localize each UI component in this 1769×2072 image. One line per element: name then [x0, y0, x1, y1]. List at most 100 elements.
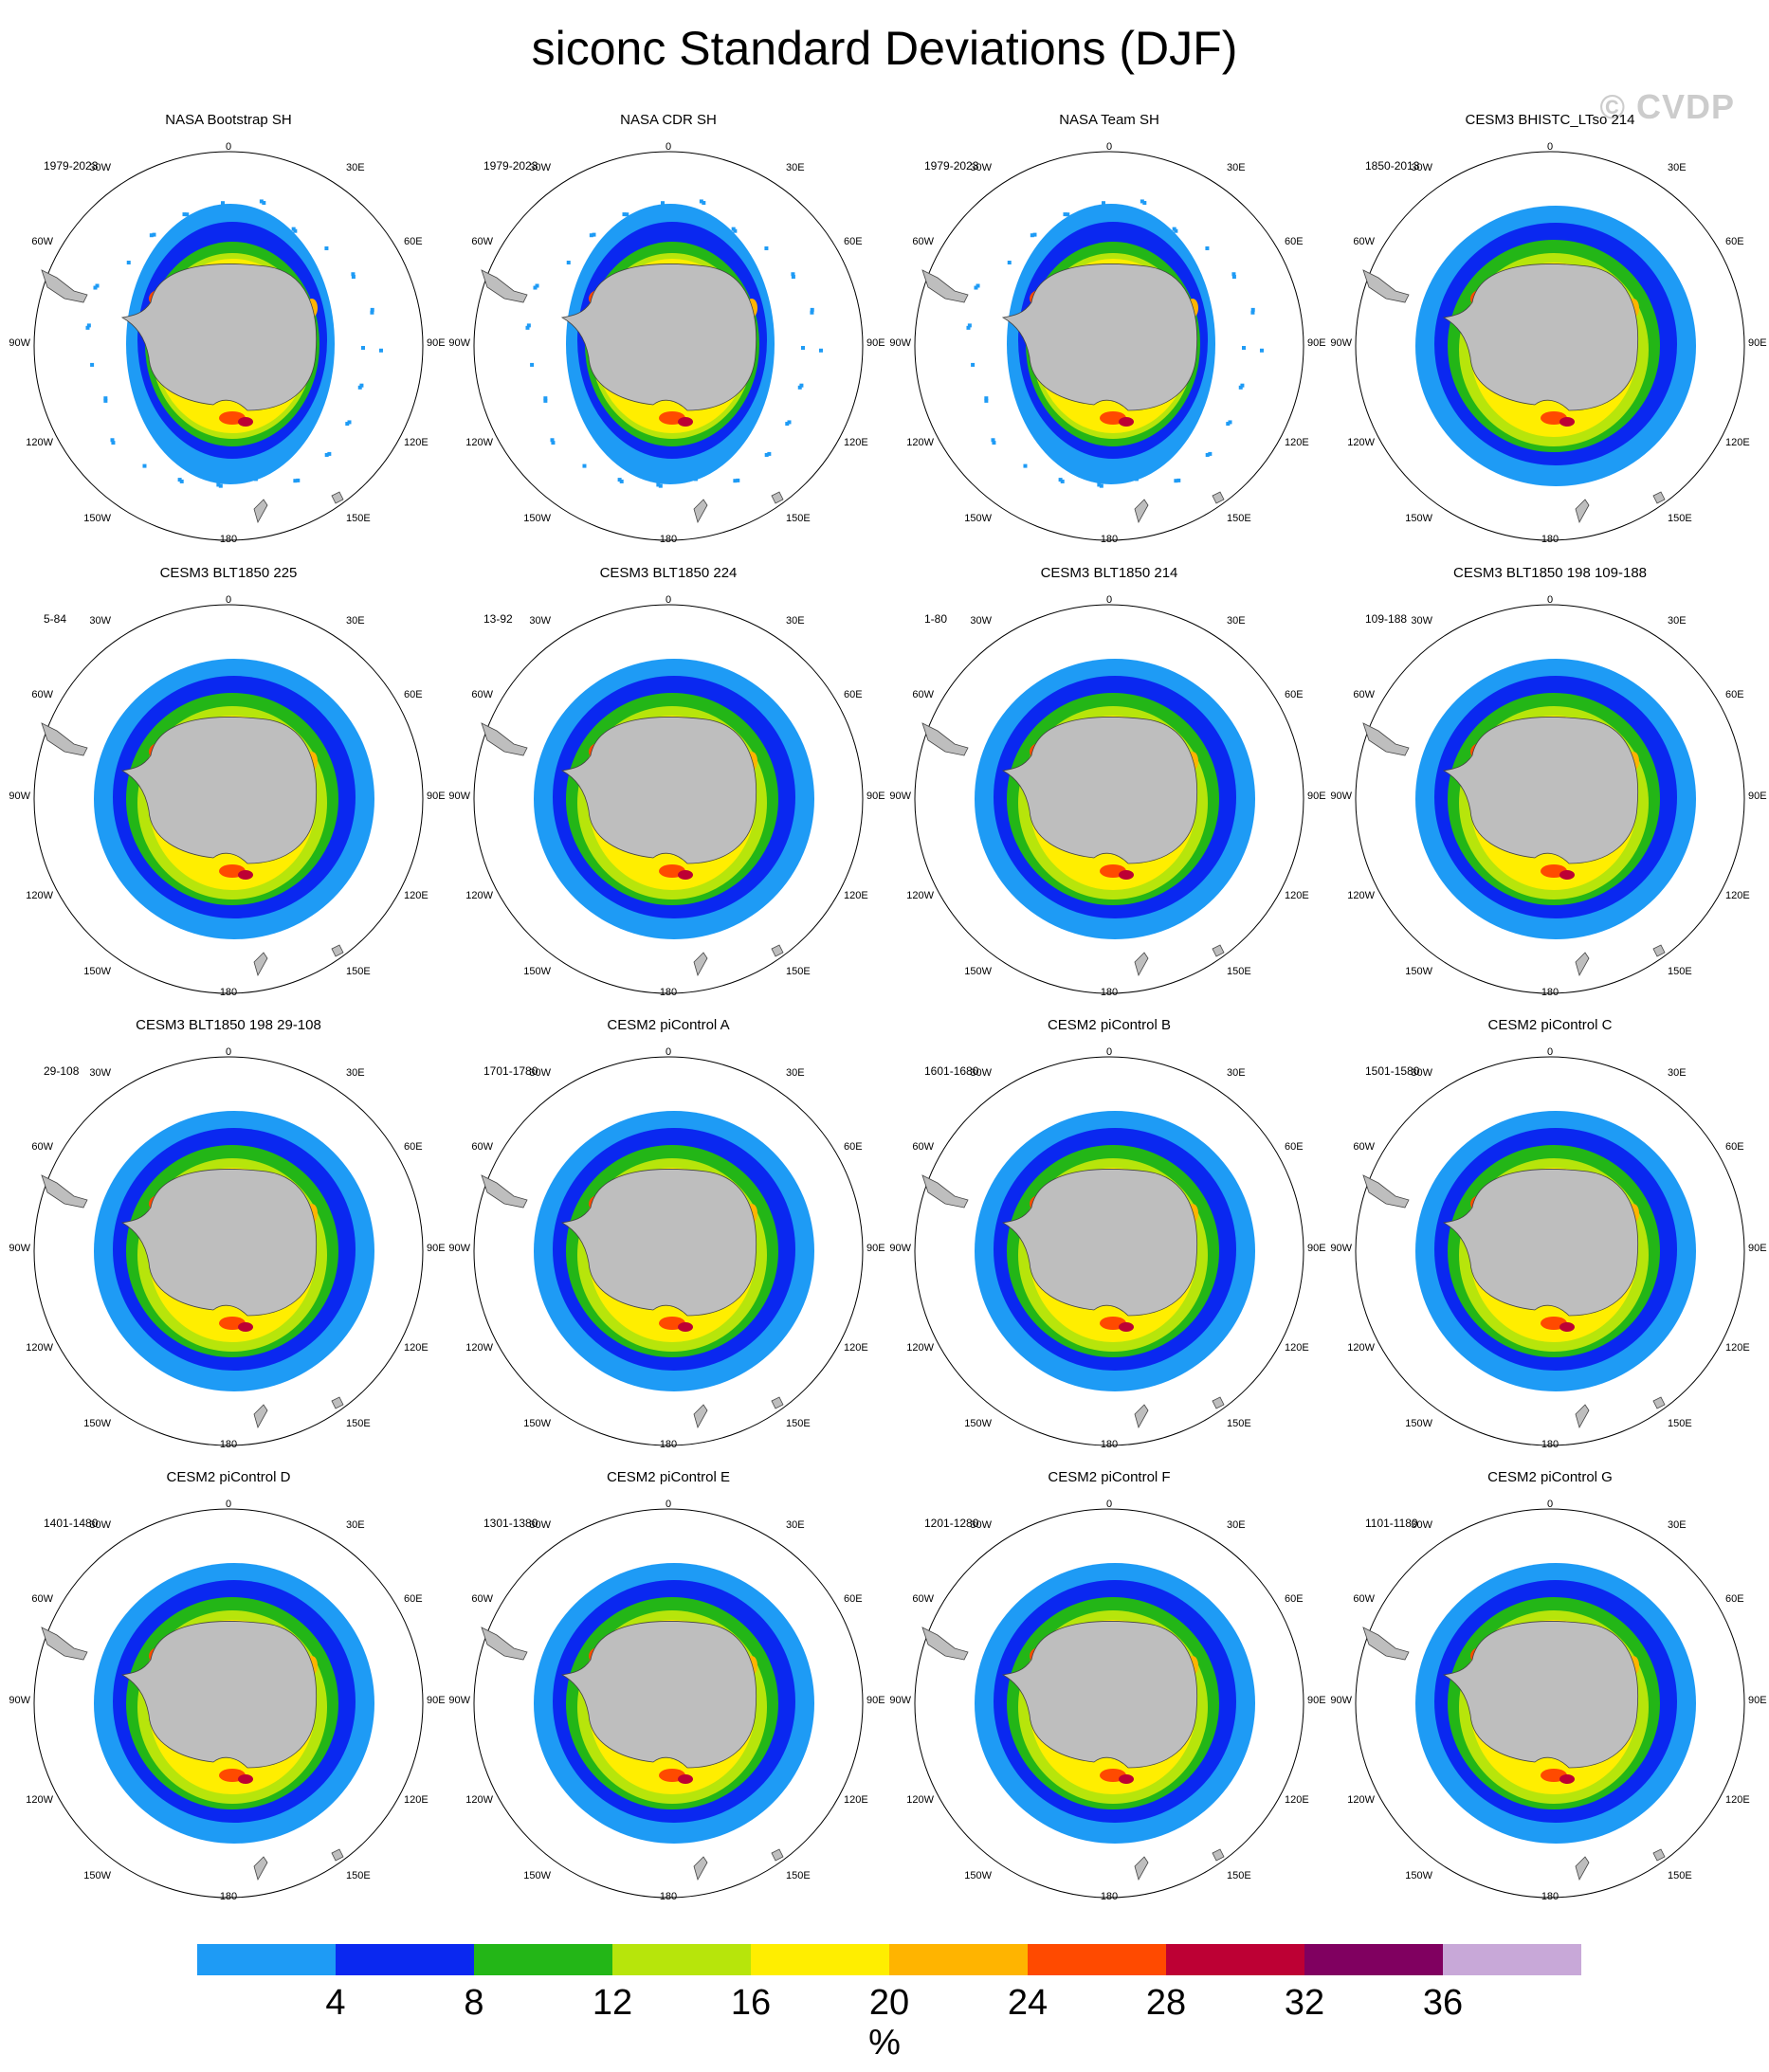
panel-title: NASA CDR SH: [620, 112, 717, 128]
longitude-label: 150E: [346, 966, 371, 977]
antarctica-landmass: [560, 1169, 757, 1317]
ice-speckle: [291, 227, 296, 231]
ice-speckle: [1205, 245, 1210, 250]
high-variability-spot: [678, 1322, 693, 1332]
longitude-label: 60W: [1353, 1593, 1375, 1605]
longitude-label: 150E: [346, 513, 371, 524]
longitude-label: 90E: [1307, 337, 1326, 349]
tasmania-landmass: [1652, 1396, 1666, 1409]
panel-period: 1979-2023: [483, 159, 538, 173]
longitude-label: 90E: [1307, 791, 1326, 802]
panel-period: 1301-1380: [483, 1517, 538, 1530]
map-panel: CESM2 piControl D 1401-1480 0 180 30E 30W 60E 6…: [8, 1469, 449, 1922]
new-zealand-landmass: [1575, 1404, 1590, 1429]
polar-map: 0 180 30E 30W 60E 60W 90E 90W 120E 120W 150E 150W: [1330, 594, 1766, 998]
ice-speckle: [693, 477, 698, 482]
longitude-label: 90W: [889, 337, 911, 349]
longitude-label: 90E: [427, 337, 446, 349]
longitude-label: 90W: [448, 791, 470, 802]
ice-speckle: [110, 438, 115, 443]
ice-speckle: [93, 285, 98, 290]
ice-speckle: [733, 479, 738, 483]
colorbar-segment: [751, 1944, 889, 1975]
polar-map: 0 180 30E 30W 60E 60W 90E 90W 120E 120W 150E 150W: [9, 1046, 446, 1450]
longitude-label: 30E: [1668, 162, 1687, 173]
ice-speckle: [1134, 477, 1139, 482]
ice-speckle: [619, 479, 624, 483]
ice-speckle: [966, 325, 971, 330]
longitude-label: 30W: [89, 1519, 111, 1531]
longitude-label: 90E: [1748, 1243, 1767, 1254]
longitude-label: 120W: [1347, 1794, 1375, 1806]
longitude-label: 120E: [844, 1342, 868, 1354]
tasmania-landmass: [1652, 491, 1666, 504]
ice-speckle: [182, 212, 187, 217]
south-america-landmass: [1362, 1174, 1410, 1209]
ice-speckle: [543, 396, 548, 401]
longitude-label: 60E: [404, 1141, 423, 1153]
longitude-label: 60W: [1353, 689, 1375, 700]
polar-map: 0 180 30E 30W 60E 60W 90E 90W 120E 120W 150E 150W: [448, 141, 884, 545]
longitude-label: 150E: [786, 513, 811, 524]
longitude-label: 30W: [529, 615, 551, 627]
longitude-label: 90W: [1330, 1695, 1352, 1706]
high-variability-spot: [238, 1322, 253, 1332]
new-zealand-landmass: [693, 1404, 708, 1429]
longitude-label: 0: [1106, 141, 1112, 153]
colorbar-segment: [1028, 1944, 1166, 1975]
ice-speckle: [625, 212, 629, 217]
longitude-label: 30E: [1668, 1519, 1687, 1531]
longitude-label: 120W: [1347, 890, 1375, 901]
longitude-label: 180: [660, 534, 677, 545]
ice-speckle: [658, 483, 663, 488]
ice-speckle: [992, 441, 996, 445]
ice-speckle: [971, 362, 976, 367]
new-zealand-landmass: [253, 1856, 268, 1881]
panel-period: 1501-1580: [1365, 1064, 1420, 1078]
ice-speckle: [1063, 212, 1067, 217]
ice-speckle: [731, 227, 736, 231]
map-panel: CESM3 BHISTC_LTso 214 1850-2013 0 180 30E 30W…: [1329, 112, 1769, 565]
longitude-label: 90E: [866, 1695, 885, 1706]
longitude-label: 30W: [89, 1067, 111, 1079]
ice-speckle: [535, 283, 539, 288]
longitude-label: 180: [1541, 987, 1559, 998]
colorbar-segment: [889, 1944, 1028, 1975]
tasmania-landmass: [1652, 1848, 1666, 1862]
ice-speckle: [1208, 451, 1213, 456]
south-america-landmass: [1362, 722, 1410, 756]
longitude-label: 30E: [1227, 615, 1246, 627]
longitude-label: 30W: [1411, 1519, 1432, 1531]
ice-speckle: [218, 483, 223, 488]
longitude-label: 90W: [448, 1695, 470, 1706]
longitude-label: 60E: [1285, 236, 1304, 247]
longitude-label: 120W: [906, 1342, 934, 1354]
longitude-label: 180: [660, 1439, 677, 1450]
south-america-landmass: [481, 269, 528, 303]
polar-map: 0 180 30E 30W 60E 60W 90E 90W 120E 120W 150E 150W: [9, 141, 446, 545]
map-panel: CESM3 BLT1850 198 29-108 29-108 0 180 30E 30W…: [8, 1017, 449, 1470]
panel-title: CESM3 BLT1850 198 29-108: [136, 1017, 321, 1033]
colorbar: [197, 1944, 1581, 1975]
panel-title: CESM3 BLT1850 214: [1040, 565, 1178, 581]
longitude-label: 60W: [1353, 1141, 1375, 1153]
longitude-label: 150W: [523, 513, 551, 524]
longitude-label: 90E: [427, 1243, 446, 1254]
ice-speckle: [262, 201, 266, 206]
high-variability-spot: [1119, 417, 1134, 427]
longitude-label: 120W: [1347, 437, 1375, 448]
ice-speckle: [543, 398, 548, 403]
longitude-label: 90W: [9, 791, 30, 802]
ice-speckle: [699, 199, 703, 204]
map-panel: NASA CDR SH 1979-2023 0 180 30E 30W 60E 60W 90E 9…: [447, 112, 889, 565]
ice-speckle: [733, 228, 738, 233]
ice-speckle: [216, 482, 221, 487]
longitude-label: 0: [226, 141, 231, 153]
south-america-landmass: [921, 269, 969, 303]
longitude-label: 90W: [9, 337, 30, 349]
longitude-label: 150E: [1227, 1418, 1251, 1429]
longitude-label: 180: [660, 987, 677, 998]
map-panel: CESM2 piControl G 1101-1180 0 180 30E 30W 60E 6…: [1329, 1469, 1769, 1922]
ice-speckle: [1228, 420, 1232, 425]
ice-speckle: [526, 323, 531, 328]
